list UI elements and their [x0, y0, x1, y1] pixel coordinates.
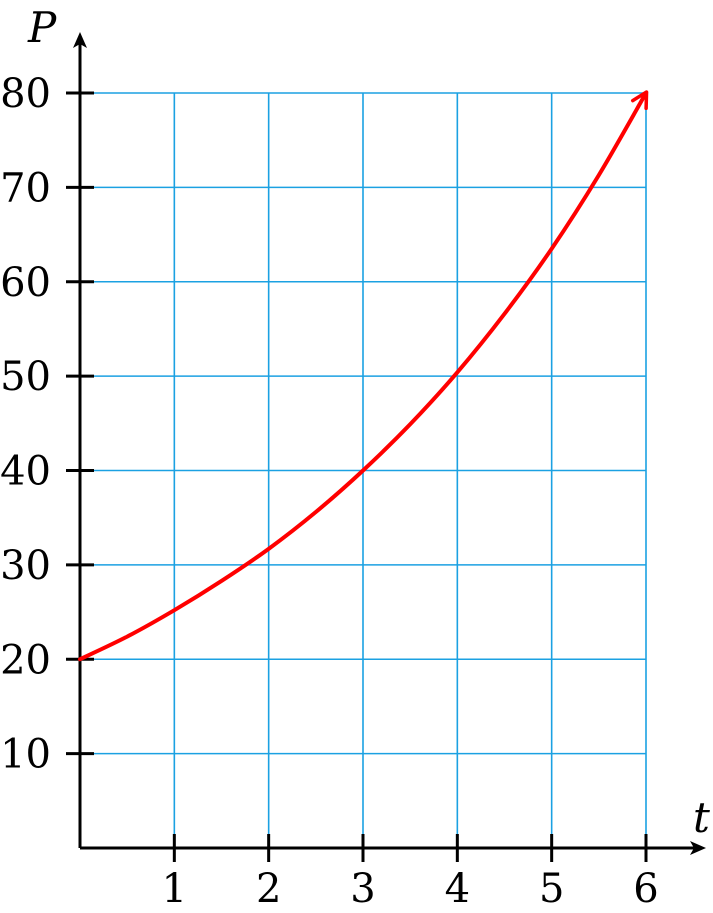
- x-axis-label: t: [693, 793, 710, 842]
- x-tick-label: 4: [445, 866, 470, 912]
- x-tick-label: 1: [162, 866, 187, 912]
- grid: [80, 92, 647, 848]
- axes: t P: [27, 3, 710, 855]
- x-tick-label: 2: [256, 866, 281, 912]
- y-tick-label: 40: [0, 449, 51, 495]
- y-tick-label: 50: [0, 354, 51, 400]
- y-tick-label: 80: [0, 71, 51, 117]
- y-tick-label: 20: [0, 637, 51, 683]
- y-tick-label: 30: [0, 543, 51, 589]
- series-line-0: [78, 90, 649, 662]
- ticks: 1 2 3 4 5 6 10 20 30 40 50 60 70 80: [0, 71, 659, 912]
- y-tick-label: 10: [0, 732, 51, 778]
- y-axis-label: P: [27, 3, 57, 52]
- series: [78, 90, 649, 662]
- x-tick-label: 5: [539, 866, 564, 912]
- y-tick-label: 60: [0, 260, 51, 306]
- y-tick-label: 70: [0, 165, 51, 211]
- x-tick-label: 3: [350, 866, 375, 912]
- x-tick-label: 6: [633, 866, 658, 912]
